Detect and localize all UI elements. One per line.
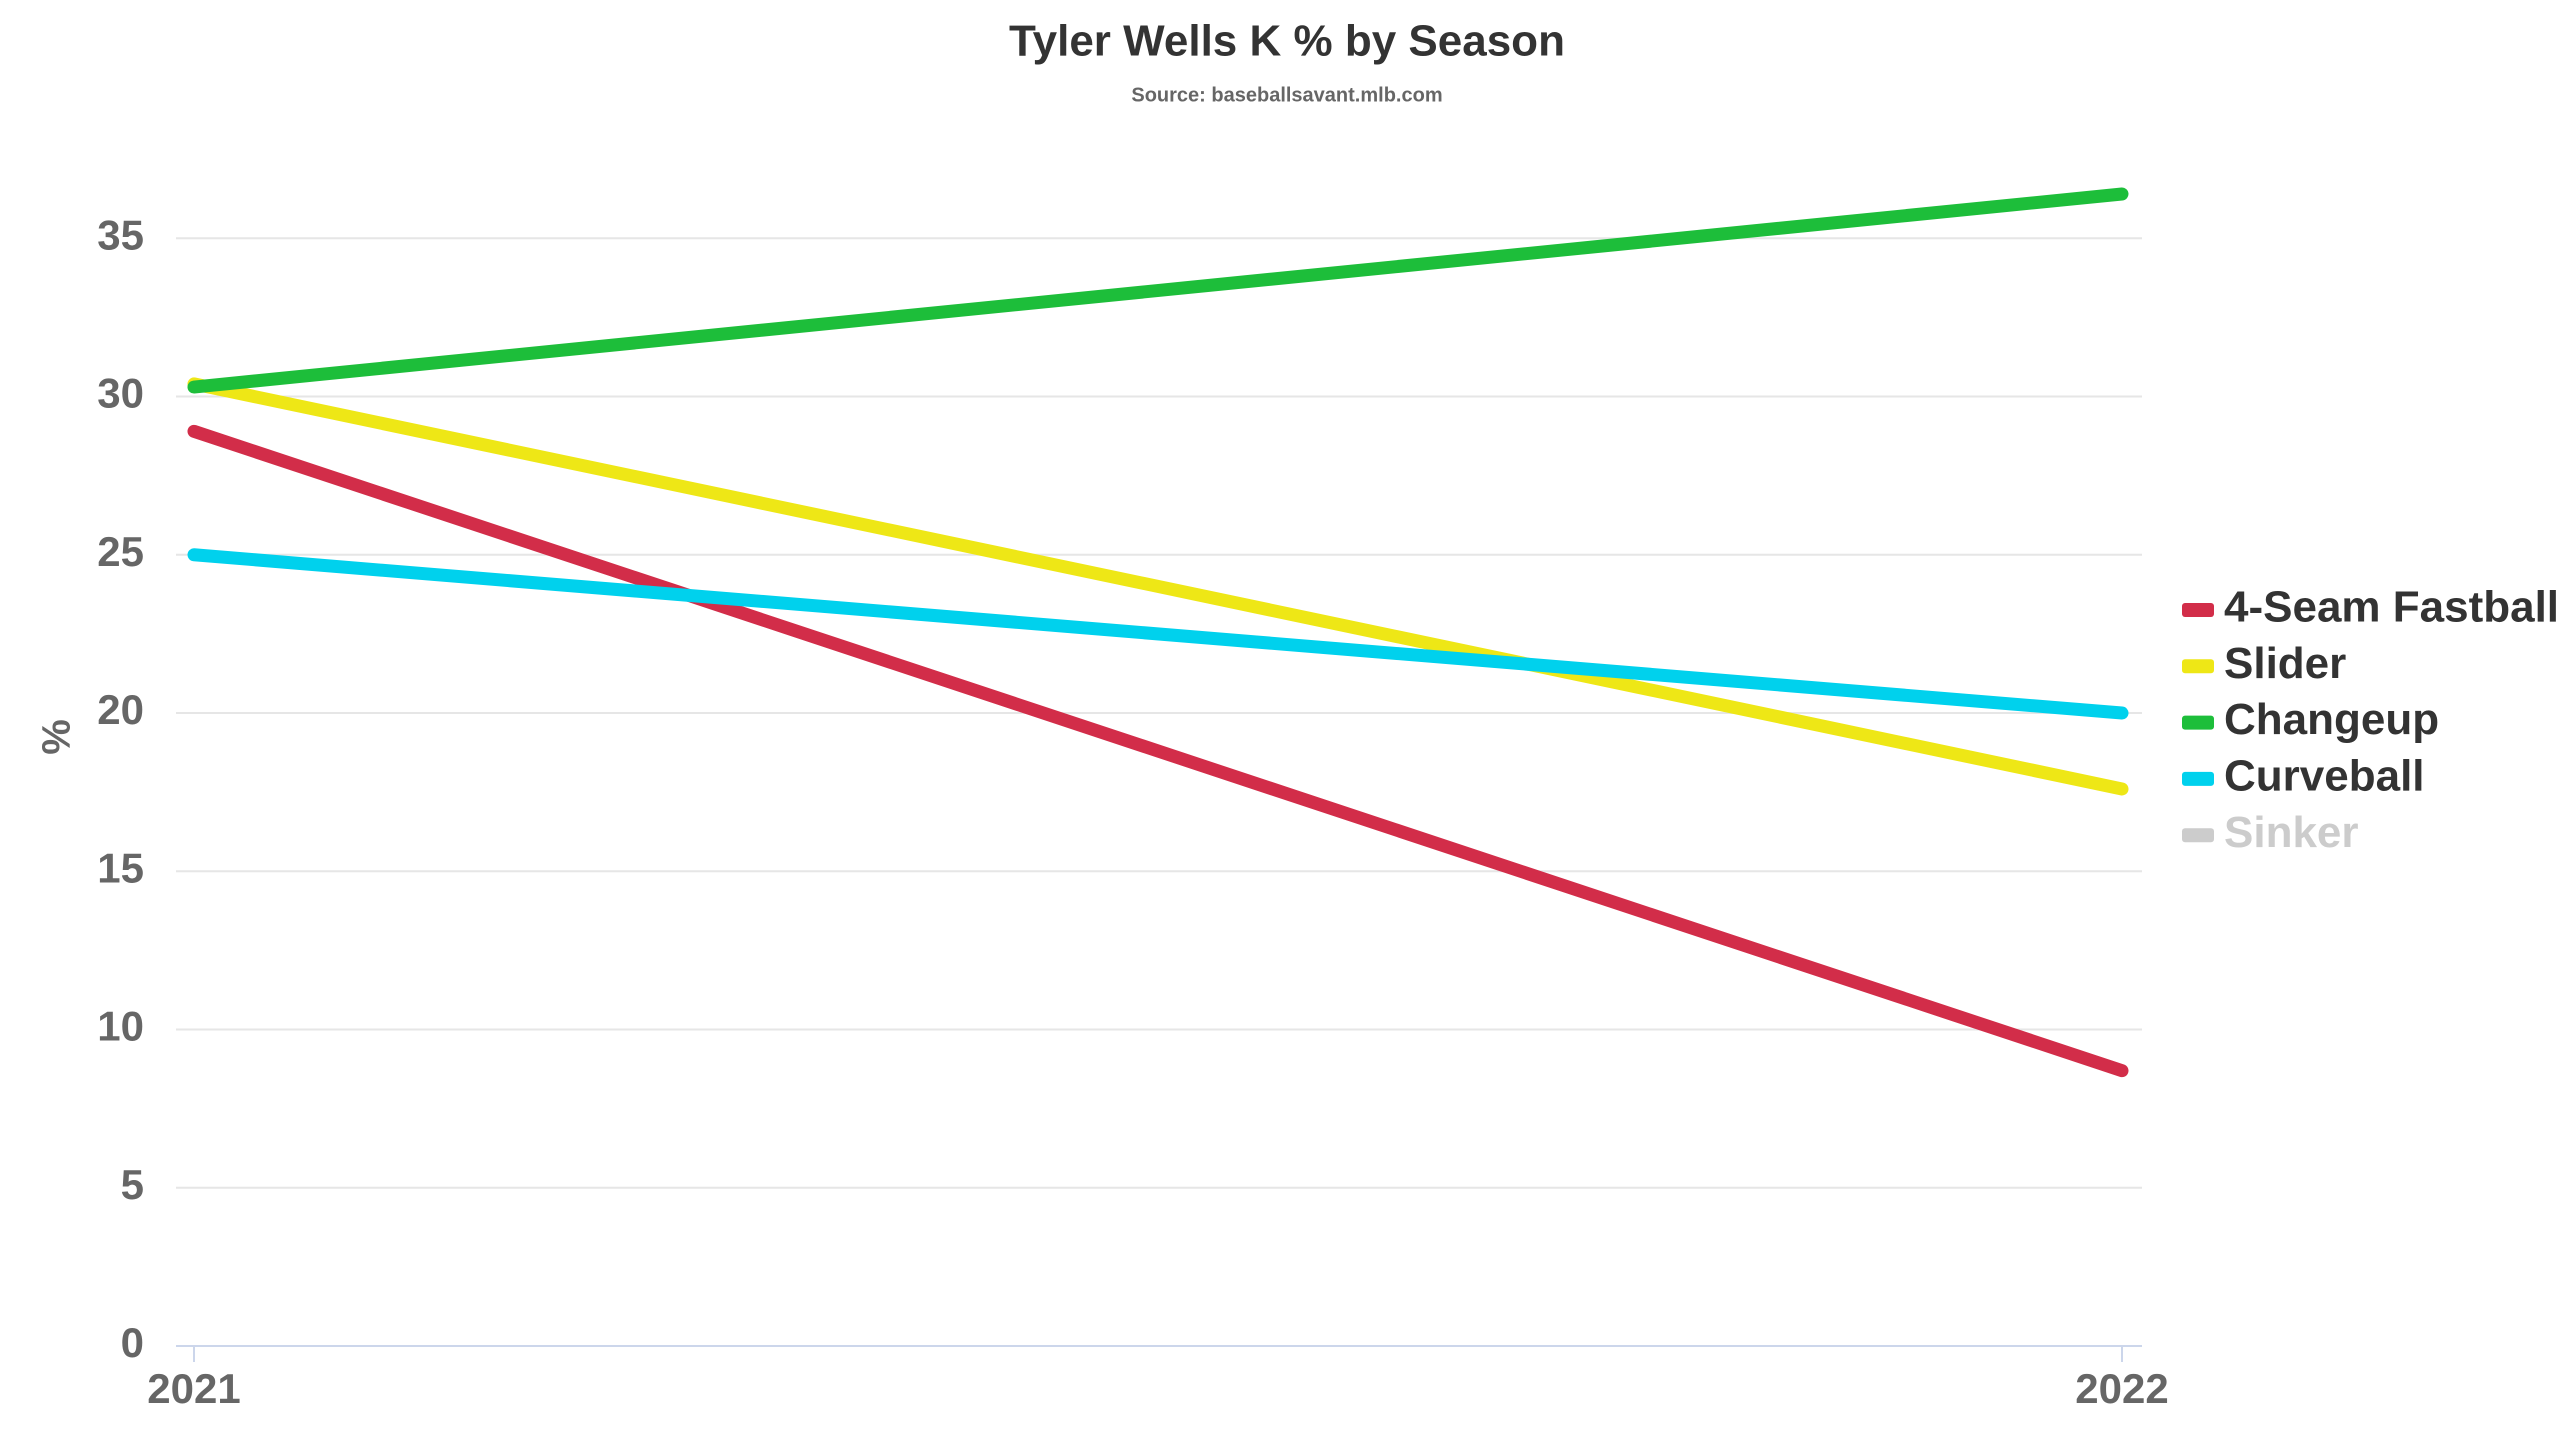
legend-marker [2182,603,2214,617]
y-tick-label: 25 [97,528,144,575]
y-tick-label: 35 [97,211,144,258]
y-tick-label: 5 [121,1161,144,1208]
legend-label: 4-Seam Fastball [2224,583,2559,632]
series-line [187,424,2129,1078]
chart-subtitle: Source: baseballsavant.mlb.com [1131,84,1442,106]
y-tick-label: 0 [121,1319,144,1366]
legend-label: Curveball [2224,752,2425,801]
legend-marker [2182,828,2214,843]
y-tick-label: 10 [97,1003,144,1050]
x-tick-label: 2021 [147,1365,240,1412]
y-tick-label: 30 [97,370,144,417]
y-axis-title: % [35,719,79,755]
y-tick-label: 20 [97,686,144,733]
legend-label: Sinker [2224,808,2359,857]
chart-title: Tyler Wells K % by Season [1009,17,1565,66]
legend-marker [2182,659,2214,674]
legend-marker [2182,715,2214,730]
legend-label: Changeup [2224,695,2439,744]
x-tick-label: 2022 [2075,1365,2168,1412]
series-line [187,548,2129,720]
series-line [187,377,2129,796]
series-line [187,187,2129,394]
y-tick-label: 15 [97,844,144,891]
legend-marker [2182,771,2214,786]
legend-label: Slider [2224,639,2346,688]
